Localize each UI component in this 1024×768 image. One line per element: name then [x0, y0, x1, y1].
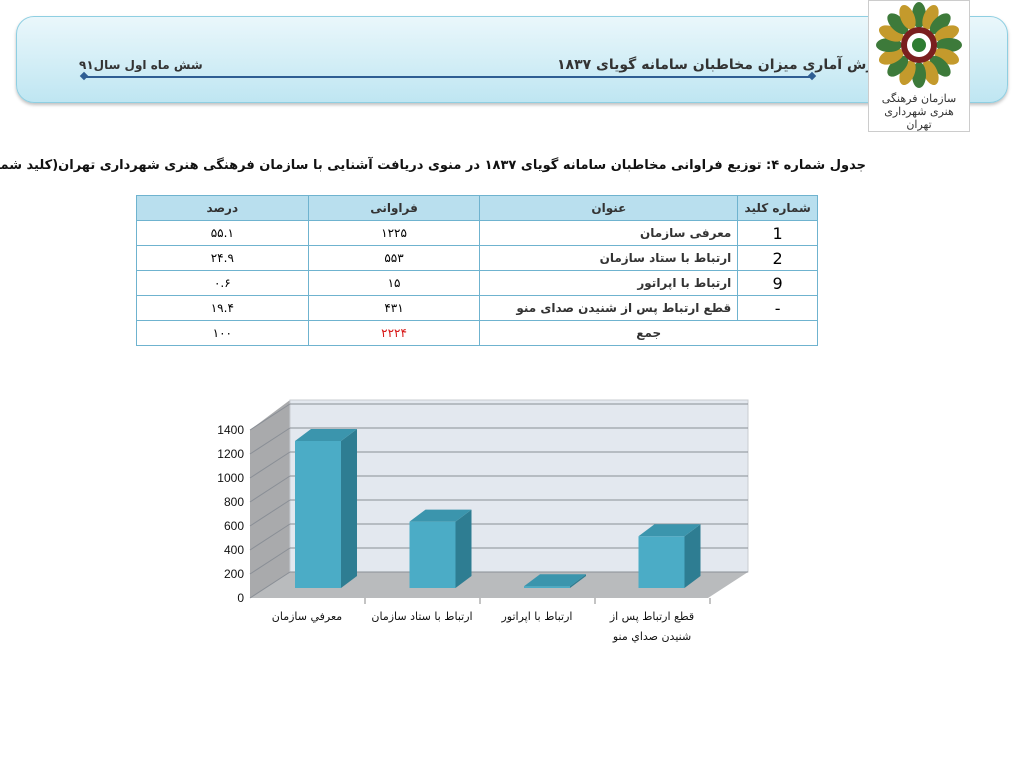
y-tick-label: 1400 [217, 423, 244, 437]
bar-top [638, 524, 701, 537]
grid-line-side [249, 499, 291, 527]
grid-line-side [249, 571, 291, 599]
bar-top [409, 509, 472, 522]
logo-petal [887, 55, 909, 77]
header-frequency: فراوانی [307, 195, 481, 221]
logo-petal [899, 4, 916, 30]
header-banner: گزارش آماری میزان مخاطبان سامانه گویای ۱… [16, 16, 1008, 103]
bar [638, 524, 701, 588]
logo-petal [934, 25, 960, 42]
bar-side [341, 429, 357, 588]
table-total-row: ۱۰۰ ۲۲۲۴ جمع [136, 320, 818, 346]
chart-floor [250, 572, 748, 598]
cell-title: ارتباط با ستاد سازمان [479, 245, 739, 271]
cell-title: ارتباط با اپراتور [479, 270, 739, 296]
bar-side [684, 524, 701, 588]
table-header-row: درصد فراوانی عنوان شماره کلید [136, 195, 818, 221]
header-divider [84, 76, 812, 78]
bar-front [638, 536, 685, 588]
x-tick-label: معرفي سازمان [272, 610, 343, 623]
total-label: جمع [479, 320, 818, 346]
logo-petal [929, 13, 951, 35]
logo-petal [922, 60, 939, 86]
logo-petal [878, 48, 904, 65]
bar-side [455, 509, 472, 588]
table-row: ۵۵.۱ ۱۲۲۵ معرفی سازمان 1 [136, 220, 818, 246]
x-tick-label: شنیدن صداي منو [612, 630, 691, 643]
header-title: عنوان [479, 195, 739, 221]
grid-line-side [249, 451, 291, 479]
y-tick-label: 0 [237, 591, 244, 605]
total-percent: ۱۰۰ [136, 320, 309, 346]
logo-caption: سازمان فرهنگی هنری شهرداری تهران [881, 92, 957, 131]
cell-key: - [737, 295, 818, 321]
cell-frequency: ۵۵۳ [307, 245, 481, 271]
logo-petal [929, 55, 951, 77]
bar-front [295, 441, 341, 588]
y-tick-label: 600 [224, 519, 244, 533]
bar-side [570, 574, 586, 588]
y-tick-label: 200 [224, 567, 244, 581]
table-row: ۰.۶ ۱۵ ارتباط با اپراتور 9 [136, 270, 818, 296]
cell-title: معرفی سازمان [479, 220, 739, 246]
bar [295, 429, 357, 588]
bar-front [409, 521, 456, 588]
cell-key: 1 [737, 220, 818, 246]
bar [409, 509, 472, 588]
y-tick-label: 800 [224, 495, 244, 509]
table-row: ۲۴.۹ ۵۵۳ ارتباط با ستاد سازمان 2 [136, 245, 818, 271]
x-tick-label: ارتباط با اپراتور [501, 610, 573, 623]
grid-line-side [249, 523, 291, 551]
rosette-icon [876, 2, 962, 88]
grid-line-side [249, 403, 291, 431]
x-tick-label: ارتباط با ستاد سازمان [371, 610, 472, 623]
grid-line-side [249, 427, 291, 455]
cell-key: 2 [737, 245, 818, 271]
organization-logo [868, 0, 970, 132]
x-tick-label: قطع ارتباط پس از [609, 610, 694, 623]
bar-top [524, 574, 586, 587]
grid-line-side [249, 475, 291, 503]
bar [524, 574, 586, 588]
frequency-table: درصد فراوانی عنوان شماره کلید ۵۵.۱ ۱۲۲۵ … [136, 195, 818, 346]
cell-title: قطع ارتباط پس از شنیدن صدای منو [479, 295, 739, 321]
grid-line-side [249, 547, 291, 575]
cell-frequency: ۱۲۲۵ [307, 220, 481, 246]
chart-side-wall [250, 400, 290, 598]
report-title: گزارش آماری میزان مخاطبان سامانه گویای ۱… [557, 57, 896, 73]
total-frequency: ۲۲۲۴ [307, 320, 481, 346]
cell-frequency: ۴۳۱ [307, 295, 481, 321]
logo-petal [887, 13, 909, 35]
cell-key: 9 [737, 270, 818, 296]
report-period: شش ماه اول سال۹۱ [79, 58, 203, 72]
y-tick-label: 1000 [217, 471, 244, 485]
y-tick-label: 400 [224, 543, 244, 557]
y-tick-label: 1200 [217, 447, 244, 461]
bar-top [295, 429, 357, 441]
bar-front [524, 586, 570, 588]
table-caption: جدول شماره ۴: توزیع فراوانی مخاطبان ساما… [0, 158, 866, 173]
